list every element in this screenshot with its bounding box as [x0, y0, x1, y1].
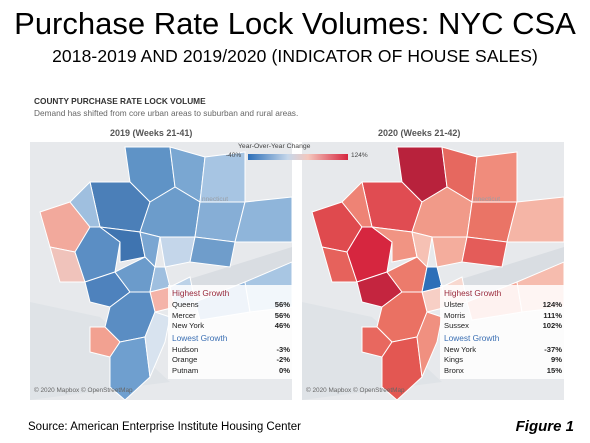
- highest-growth-heading: Highest Growth: [444, 288, 502, 298]
- county-value: -37%: [544, 344, 562, 354]
- county-value: 46%: [274, 321, 290, 331]
- map-panel: COUNTY PURCHASE RATE LOCK VOLUME Demand …: [28, 90, 573, 408]
- county-value: 56%: [274, 310, 290, 320]
- stat-row: Hudson -3%: [172, 345, 290, 356]
- map-2020[interactable]: nnecticut © 2020 Mapbox © OpenStreetMap …: [302, 142, 564, 400]
- county-value: -3%: [276, 344, 290, 354]
- county-name: Kings: [444, 355, 463, 365]
- county-value: 111%: [543, 310, 562, 320]
- stat-row: Sussex 102%: [444, 321, 562, 332]
- panel-description: Demand has shifted from core urban areas…: [34, 108, 299, 118]
- county-name: Queens: [172, 300, 199, 309]
- figure-label: Figure 1: [515, 418, 574, 435]
- county-name: Bronx: [444, 365, 464, 375]
- stat-row: Ulster 124%: [444, 300, 562, 311]
- place-label: nnecticut: [202, 196, 229, 203]
- place-label: nnecticut: [474, 196, 501, 203]
- highest-growth-heading: Highest Growth: [172, 288, 230, 298]
- county-name: New York: [172, 321, 205, 331]
- county-name: Morris: [444, 310, 466, 320]
- county-value: 0%: [279, 365, 290, 375]
- legend-title: Year-Over-Year Change: [238, 143, 311, 150]
- stat-row: New York -37%: [444, 345, 562, 356]
- legend-min-label: -40%: [226, 152, 242, 159]
- stat-row: Putnam 0%: [172, 366, 290, 377]
- stats-box-2019: Highest Growth Queens 56% Mercer 56% New Y…: [168, 285, 292, 379]
- county-name: Orange: [172, 355, 198, 365]
- stat-row: Mercer 56%: [172, 311, 290, 322]
- county-value: 102%: [542, 321, 562, 331]
- county-name: Putnam: [172, 365, 199, 375]
- stat-row: Orange -2%: [172, 355, 290, 366]
- lowest-growth-heading: Lowest Growth: [172, 332, 228, 343]
- county-value: -2%: [276, 355, 290, 365]
- map-2019[interactable]: nnecticut © 2020 Mapbox © OpenStreetMap …: [30, 142, 292, 400]
- stat-row: Queens 56%: [172, 300, 290, 311]
- legend-color-bar: [248, 154, 348, 160]
- county-value: 56%: [274, 300, 290, 309]
- county-value: 15%: [546, 365, 562, 375]
- panel-header: COUNTY PURCHASE RATE LOCK VOLUME: [34, 96, 206, 106]
- stats-box-2020: Highest Growth Ulster 124% Morris 111% Sus…: [440, 285, 564, 379]
- stat-row: Morris 111%: [444, 311, 562, 322]
- figure-title: Purchase Rate Lock Volumes: NYC CSA: [14, 6, 576, 41]
- county-name: Mercer: [172, 310, 196, 320]
- county-name: Sussex: [444, 321, 469, 331]
- county-value: 124%: [542, 300, 562, 309]
- stat-row: Bronx 15%: [444, 366, 562, 377]
- legend-max-label: 124%: [351, 152, 368, 159]
- county-value: 9%: [551, 355, 562, 365]
- source-note: Source: American Enterprise Institute Ho…: [28, 421, 301, 433]
- map-2019-title: 2019 (Weeks 21-41): [110, 128, 193, 138]
- stat-row: New York 46%: [172, 321, 290, 332]
- county-name: Hudson: [172, 344, 199, 354]
- figure-subtitle: 2018-2019 AND 2019/2020 (INDICATOR OF HO…: [52, 46, 538, 66]
- county-name: Ulster: [444, 300, 464, 309]
- map-2020-title: 2020 (Weeks 21-42): [378, 128, 461, 138]
- county-name: New York: [444, 344, 477, 354]
- stat-row: Kings 9%: [444, 355, 562, 366]
- map-credit: © 2020 Mapbox © OpenStreetMap: [34, 387, 133, 394]
- lowest-growth-heading: Lowest Growth: [444, 332, 500, 343]
- map-credit: © 2020 Mapbox © OpenStreetMap: [306, 387, 405, 394]
- map-2020-shapes: [302, 142, 564, 400]
